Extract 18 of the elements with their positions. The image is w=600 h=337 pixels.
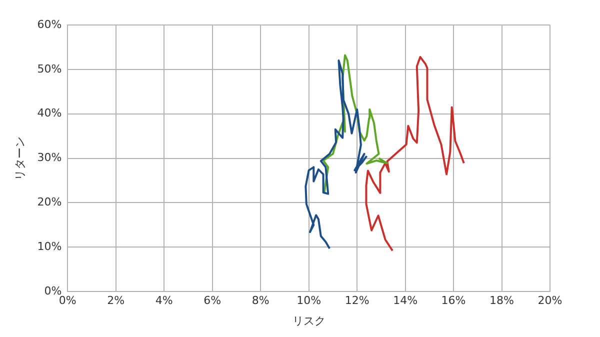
x-tick-label: 8% xyxy=(252,294,270,308)
x-tick-label: 14% xyxy=(393,294,418,308)
y-tick-label: 10% xyxy=(37,240,62,254)
x-axis-title: リスク xyxy=(292,314,326,328)
x-tick-label: 6% xyxy=(204,294,222,308)
x-tick-label: 4% xyxy=(155,294,173,308)
x-tick-label: 10% xyxy=(296,294,322,308)
y-tick-label: 40% xyxy=(37,106,62,120)
y-tick-label: 20% xyxy=(37,196,62,209)
x-tick-label: 2% xyxy=(107,294,125,308)
x-tick-label: 20% xyxy=(538,294,562,308)
x-tick-label: 16% xyxy=(441,294,466,308)
y-tick-label: 50% xyxy=(37,62,62,76)
y-axis-title: リターン xyxy=(13,136,26,180)
y-tick-label: 60% xyxy=(37,18,62,31)
x-tick-label: 12% xyxy=(344,294,370,308)
y-tick-label: 30% xyxy=(37,151,62,164)
x-tick-label: 18% xyxy=(490,294,514,308)
